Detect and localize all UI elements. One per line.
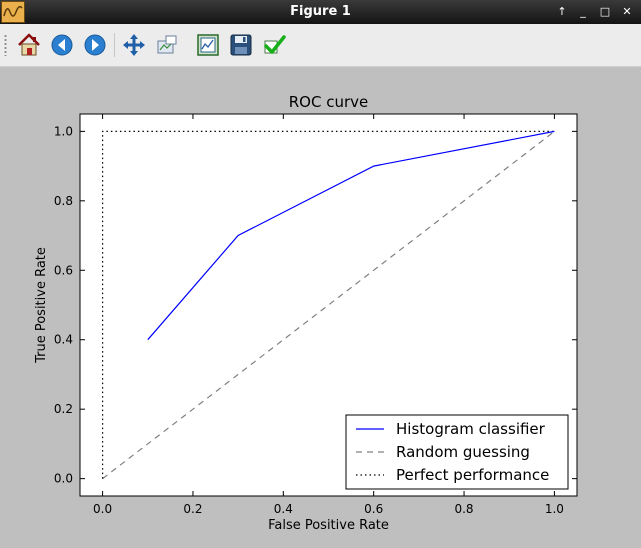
y-tick-label: 0.8 — [54, 194, 73, 208]
subplots-button[interactable] — [195, 32, 221, 58]
chart-legend: Histogram classifier Random guessing Perfe… — [345, 414, 569, 490]
x-tick-label: 0.2 — [183, 502, 202, 516]
legend-label-histogram-classifier: Histogram classifier — [396, 420, 546, 438]
y-tick-label: 1.0 — [54, 124, 73, 138]
edit-axis-button[interactable] — [261, 32, 287, 58]
back-arrow-icon — [51, 34, 73, 56]
close-button[interactable]: ✕ — [622, 5, 632, 18]
x-axis-label: False Positive Rate — [268, 518, 389, 533]
y-tick-label: 0.6 — [54, 263, 73, 277]
navigation-toolbar — [0, 24, 641, 67]
maximize-button[interactable]: □ — [599, 5, 611, 18]
zoom-rectangle-icon — [157, 35, 177, 54]
toolbar-separator — [114, 33, 115, 57]
x-tick-label: 1.0 — [545, 502, 564, 516]
toolbar-grip[interactable] — [4, 34, 7, 56]
chart-title: ROC curve — [289, 93, 369, 111]
x-tick-label: 0.0 — [93, 502, 112, 516]
pan-button[interactable] — [121, 32, 147, 58]
series-line-histogram-classifier — [147, 130, 555, 341]
back-button[interactable] — [49, 32, 75, 58]
legend-label-random-guessing: Random guessing — [396, 443, 530, 461]
home-icon — [18, 33, 40, 56]
minimize-button[interactable]: _ — [580, 5, 586, 18]
y-tick-label: 0.0 — [54, 472, 73, 486]
y-tick-label: 0.4 — [54, 333, 73, 347]
window-title: Figure 1 — [290, 4, 351, 19]
y-tick-label: 0.2 — [54, 402, 73, 416]
x-tick-label: 0.6 — [364, 502, 383, 516]
x-tick-label: 0.4 — [274, 502, 293, 516]
zoom-button[interactable] — [154, 32, 180, 58]
move-icon — [123, 34, 145, 56]
series-line-perfect-performance — [101, 130, 555, 479]
floppy-disk-icon — [230, 34, 252, 56]
legend-label-perfect-performance: Perfect performance — [396, 466, 549, 484]
figure-canvas[interactable]: ROC curve 0.0 0.2 0.4 0.6 0.8 1.0 0.0 0.2 0.4 0.6… — [0, 67, 641, 544]
y-axis-label: True Positive Rate — [34, 247, 49, 364]
series-line-random-guessing — [102, 130, 555, 480]
configure-subplots-icon — [197, 34, 219, 56]
x-tick-label: 0.8 — [454, 502, 473, 516]
save-button[interactable] — [228, 32, 254, 58]
keep-above-button[interactable]: ↑ — [557, 5, 567, 18]
window-titlebar[interactable]: Figure 1 ↑ _ □ ✕ — [0, 0, 641, 24]
forward-arrow-icon — [84, 34, 106, 56]
forward-button[interactable] — [82, 32, 108, 58]
home-button[interactable] — [16, 32, 42, 58]
app-icon — [1, 1, 25, 23]
roc-chart: ROC curve 0.0 0.2 0.4 0.6 0.8 1.0 0.0 0.2 0.4 0.6… — [34, 93, 578, 533]
checkmark-icon — [264, 35, 286, 54]
axes-frame — [79, 113, 578, 497]
